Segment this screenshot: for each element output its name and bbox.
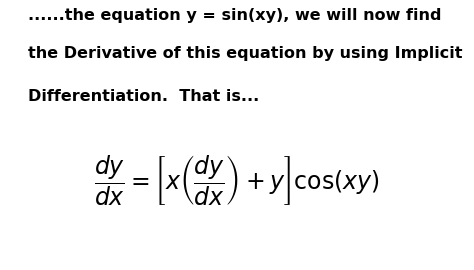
Text: the Derivative of this equation by using Implicit: the Derivative of this equation by using… (28, 46, 463, 61)
Text: $\dfrac{dy}{dx} = \left[ x\left(\dfrac{dy}{dx}\right) + y \right] \cos(xy)$: $\dfrac{dy}{dx} = \left[ x\left(\dfrac{d… (94, 154, 380, 208)
Text: ......the equation y = sin(xy), we will now find: ......the equation y = sin(xy), we will … (28, 8, 442, 23)
Text: Differentiation.  That is...: Differentiation. That is... (28, 89, 260, 104)
